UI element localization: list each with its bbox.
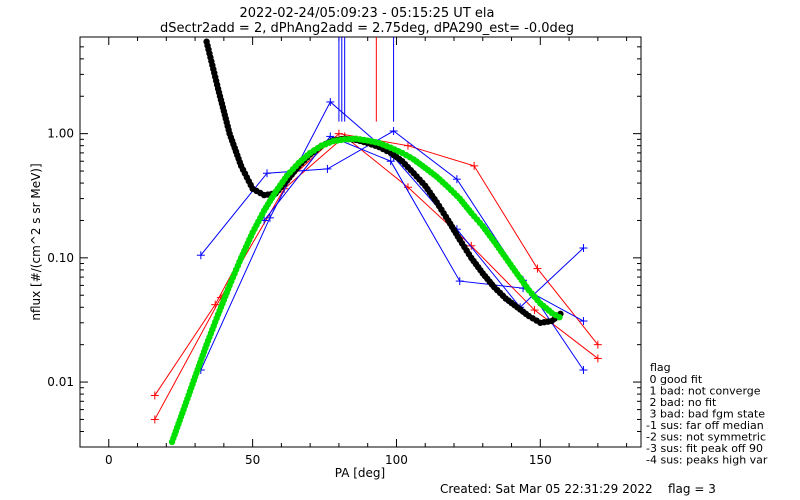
x-tick-label: 100 [385,453,408,467]
axis-ticks: 0 50 100 150 0.01 0.10 1.00 [47,37,641,467]
data-point-plus [593,354,602,363]
series-6 [168,135,563,446]
legend-entry: 1 bad: not converge [646,385,761,398]
series-line [200,101,584,371]
legend-entry: 0 good fit [646,373,703,386]
data-point-plus [150,415,159,424]
data-point-plus [579,244,588,253]
data-point-plus [579,317,588,326]
legend-entry: 3 bad: bad fgm state [646,408,765,421]
marker-lines [338,37,395,122]
data-point-plus [326,97,335,106]
data-point-plus [533,264,542,273]
legend-entry: -2 sus: not symmetric [646,431,766,444]
data-point-plus [323,164,332,173]
series-0 [150,129,602,400]
x-tick-label: 50 [245,453,260,467]
legend-entry: -3 sus: fit peak off 90 [646,442,763,455]
legend-entry: -4 sus: peaks high var [646,454,768,467]
data-point-plus [334,129,343,138]
flag-legend: flag 0 good fit 1 bad: not converge 2 ba… [646,361,768,467]
data-point-plus [403,141,412,150]
data-point-plus [150,391,159,400]
data-point-plus [386,157,395,166]
y-tick-label: 0.01 [47,375,74,389]
series-5 [203,38,564,326]
x-tick-label: 150 [529,453,552,467]
series-line [154,135,599,420]
x-tick-label: 0 [105,453,113,467]
data-point-plus [452,175,461,184]
y-tick-label: 0.10 [47,251,74,265]
data-point-plus [326,132,335,141]
y-tick-label: 1.00 [47,127,74,141]
data-point-plus [389,127,398,136]
flag-value: flag = 3 [668,482,716,496]
chart-subtitle: dSectr2add = 2, dPhAng2add = 2.75deg, dP… [160,21,574,36]
curve-dot [556,313,563,321]
chart-title: 2022-02-24/05:09:23 - 05:15:25 UT ela [240,6,495,21]
x-axis-label: PA [deg] [335,466,385,480]
legend-entry: 2 bad: no fit [646,396,717,409]
series-3 [196,97,588,375]
data-point-plus [263,169,271,178]
data-point-plus [196,251,205,260]
data-point-plus [579,366,588,375]
legend-entry: -1 sus: far off median [646,419,764,432]
plot-area [79,36,642,448]
data-series [150,38,602,446]
data-point-plus [470,161,479,170]
data-point-plus [467,241,476,250]
data-point-plus [265,213,274,222]
y-axis-label: nflux [#/(cm^2 s sr MeV)] [29,163,43,320]
legend-title: flag [650,361,671,374]
series-1 [150,132,602,424]
data-point-plus [455,277,464,286]
series-line [154,133,599,396]
data-point-plus [530,306,539,315]
created-timestamp: Created: Sat Mar 05 22:31:29 2022 [440,482,653,496]
data-point-plus [593,340,602,349]
